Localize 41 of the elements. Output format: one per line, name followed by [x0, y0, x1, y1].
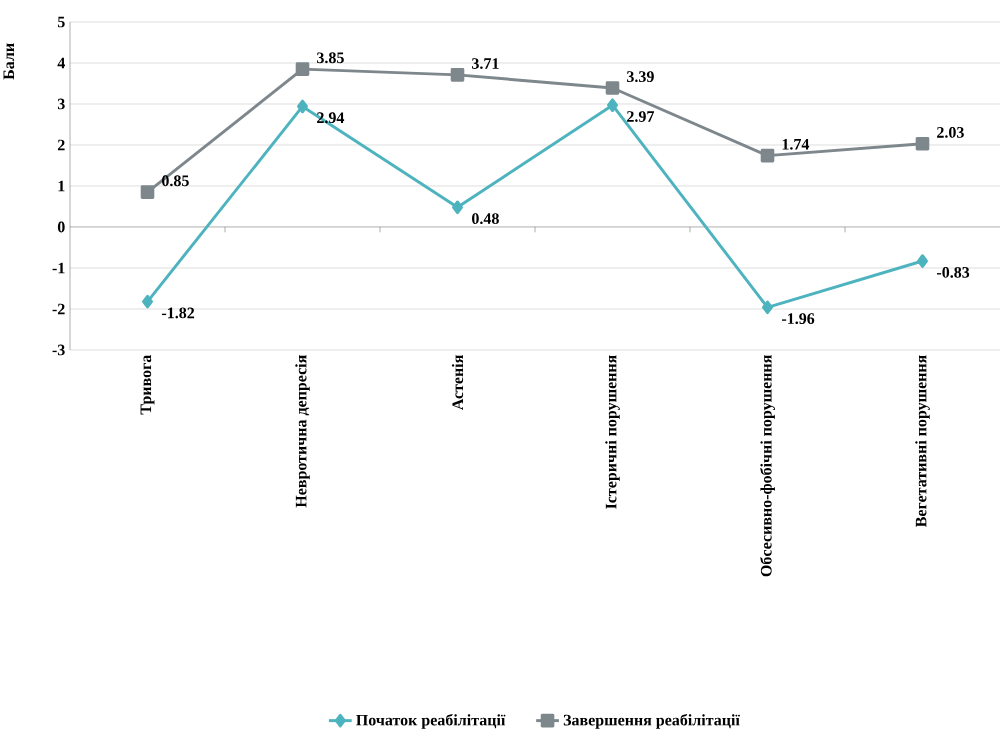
data-label: -1.96 — [782, 313, 815, 325]
data-label: 3.71 — [472, 58, 499, 69]
y-tick-label: 2 — [57, 139, 65, 151]
data-label: 0.85 — [162, 175, 189, 187]
x-tick-label: Тривога — [140, 354, 155, 415]
y-tick-label: -2 — [52, 303, 65, 315]
point — [142, 294, 153, 309]
data-label: 3.85 — [317, 52, 344, 64]
data-label: 3.39 — [627, 71, 654, 83]
data-label: 2.97 — [627, 111, 655, 122]
point — [607, 98, 618, 113]
legend-label: Завершення реабілітації — [563, 713, 740, 729]
point — [450, 68, 465, 82]
y-tick-label: 1 — [58, 180, 65, 192]
point — [760, 148, 775, 163]
point — [140, 185, 155, 199]
y-tick-label: 3 — [57, 98, 65, 110]
y-tick-label: -1 — [52, 262, 65, 274]
x-tick-label: Астенія — [451, 355, 464, 411]
data-label: 2.03 — [937, 126, 964, 138]
data-label: 0.48 — [472, 213, 499, 225]
point — [917, 254, 928, 268]
data-label: -1.82 — [162, 307, 195, 319]
point — [605, 81, 620, 95]
data-label: 1.74 — [782, 138, 810, 150]
point — [915, 136, 930, 151]
x-tick-label: Невротична депресія — [295, 355, 310, 508]
y-tick-label: 5 — [57, 16, 65, 28]
x-tick-label: Істеричні порушення — [605, 355, 620, 509]
data-label: -0.83 — [936, 266, 970, 278]
point — [452, 200, 463, 215]
y-tick-label: 4 — [57, 57, 65, 69]
x-tick-label: Обсесивно-фобічні порушення — [760, 355, 775, 577]
y-tick-label: 0 — [57, 221, 65, 233]
point — [762, 300, 773, 315]
x-tick-label: Вегетативні порушення — [915, 355, 930, 527]
y-tick-label: -3 — [52, 344, 65, 356]
point — [295, 62, 310, 76]
point — [297, 99, 308, 114]
y-axis-title: Бали — [3, 43, 15, 80]
legend-label: Початок реабілітації — [356, 713, 506, 729]
